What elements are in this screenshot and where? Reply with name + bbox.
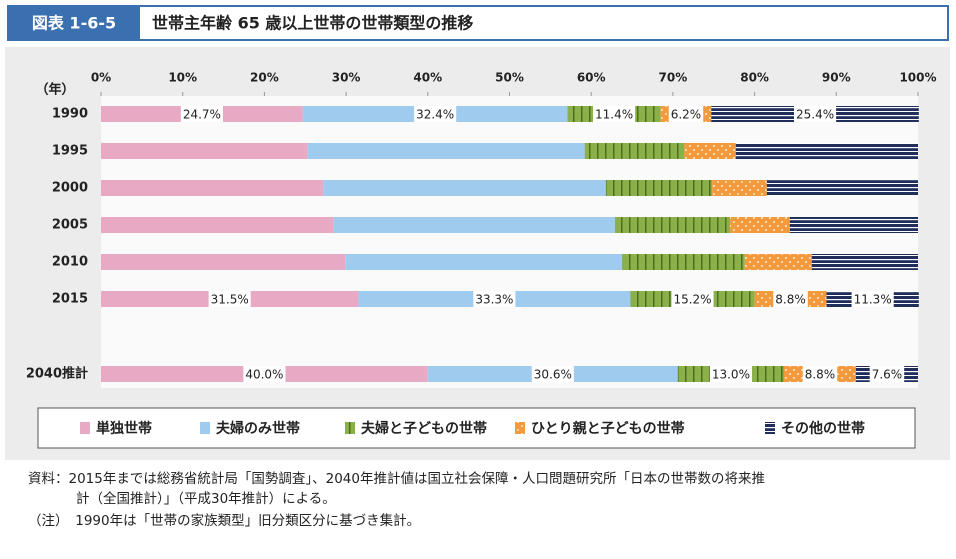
value-label: 15.2%: [673, 293, 711, 307]
legend-swatch: [345, 422, 355, 434]
chart-title: 世帯主年齢 65 歳以上世帯の世帯類型の推移: [152, 14, 473, 33]
x-tick-label: 90%: [822, 71, 851, 85]
bar-segment: [307, 143, 585, 159]
legend-swatch: [515, 422, 525, 434]
bar-segment: [735, 143, 918, 159]
x-tick-label: 20%: [250, 71, 279, 85]
value-label: 32.4%: [416, 108, 454, 122]
value-label: 11.3%: [854, 293, 892, 307]
value-label: 13.0%: [712, 368, 750, 382]
figure-label: 図表 1-6-5: [32, 14, 116, 33]
legend-swatch: [200, 422, 210, 434]
x-tick-label: 50%: [495, 71, 524, 85]
y-tick-label: 2010: [52, 255, 88, 270]
note: 計（全国推計）」（平成30年推計）による。: [76, 490, 336, 507]
value-label: 11.4%: [595, 108, 633, 122]
legend-label: 単独世帯: [96, 420, 152, 437]
y-tick-label: 2015: [52, 292, 88, 307]
note: （注） 1990年は「世帯の家族類型」旧分類区分に基づき集計。: [28, 512, 420, 529]
bar-segment: [712, 180, 767, 196]
value-label-bg: [208, 291, 251, 307]
legend-label: その他の世帯: [781, 420, 865, 437]
bar-segment: [605, 180, 713, 196]
y-axis-label: （年）: [35, 82, 74, 98]
bar-segment: [584, 143, 685, 159]
bar-segment: [684, 143, 736, 159]
value-label-bg: [243, 366, 286, 382]
value-label-bg: [802, 366, 838, 382]
bar-segment: [101, 180, 324, 196]
y-tick-label: 2005: [52, 218, 88, 233]
value-label-bg: [709, 366, 752, 382]
bar-segment: [323, 180, 606, 196]
y-tick-label: 1990: [52, 107, 88, 122]
value-label: 25.4%: [796, 108, 834, 122]
bar-segment: [730, 217, 790, 233]
value-label-bg: [793, 106, 837, 122]
bar-segment: [345, 254, 623, 270]
legend-swatch: [80, 422, 90, 434]
x-tick-label: 40%: [413, 71, 442, 85]
bar-segment: [101, 217, 334, 233]
value-label: 30.6%: [534, 368, 572, 382]
value-label: 24.7%: [183, 108, 221, 122]
x-tick-label: 10%: [168, 71, 197, 85]
legend-label: 夫婦と子どもの世帯: [361, 420, 487, 437]
legend-swatch: [765, 422, 775, 434]
value-label: 7.6%: [872, 368, 903, 382]
y-tick-label: 2040推計: [26, 366, 88, 382]
value-label: 8.8%: [805, 368, 836, 382]
value-label-bg: [531, 366, 574, 382]
bar-segment: [744, 254, 812, 270]
value-label-bg: [851, 291, 894, 307]
value-label-bg: [414, 106, 457, 122]
value-label-bg: [671, 291, 714, 307]
bar-segment: [101, 254, 346, 270]
value-label: 8.8%: [775, 293, 806, 307]
value-label-bg: [869, 366, 905, 382]
header-label-box: [8, 6, 140, 40]
x-tick-label: 30%: [332, 71, 361, 85]
y-tick-label: 2000: [52, 181, 88, 196]
value-label: 40.0%: [245, 368, 283, 382]
bar-segment: [333, 217, 615, 233]
value-label: 31.5%: [211, 293, 249, 307]
legend-label: 夫婦のみ世帯: [216, 420, 300, 437]
y-tick-label: 1995: [52, 144, 88, 159]
x-tick-label: 0%: [91, 71, 111, 85]
value-label: 6.2%: [671, 108, 702, 122]
bar-segment: [101, 143, 308, 159]
value-label-bg: [473, 291, 516, 307]
note: 資料：2015年までは総務省統計局「国勢調査」、2040年推計値は国立社会保障・…: [28, 471, 765, 487]
x-tick-label: 70%: [659, 71, 688, 85]
value-label-bg: [180, 106, 223, 122]
header-frame: [7, 5, 949, 41]
bar-segment: [614, 217, 731, 233]
bar-segment: [811, 254, 918, 270]
x-tick-label: 100%: [899, 71, 936, 85]
plot-area: [101, 96, 918, 388]
bar-segment: [622, 254, 745, 270]
x-tick-label: 80%: [740, 71, 769, 85]
bar-segment: [789, 217, 918, 233]
x-tick-label: 60%: [577, 71, 606, 85]
value-label: 33.3%: [475, 293, 513, 307]
legend-label: ひとり親と子どもの世帯: [531, 420, 685, 437]
value-label-bg: [773, 291, 808, 307]
bar-segment: [766, 180, 918, 196]
value-label-bg: [668, 106, 704, 122]
value-label-bg: [593, 106, 636, 122]
